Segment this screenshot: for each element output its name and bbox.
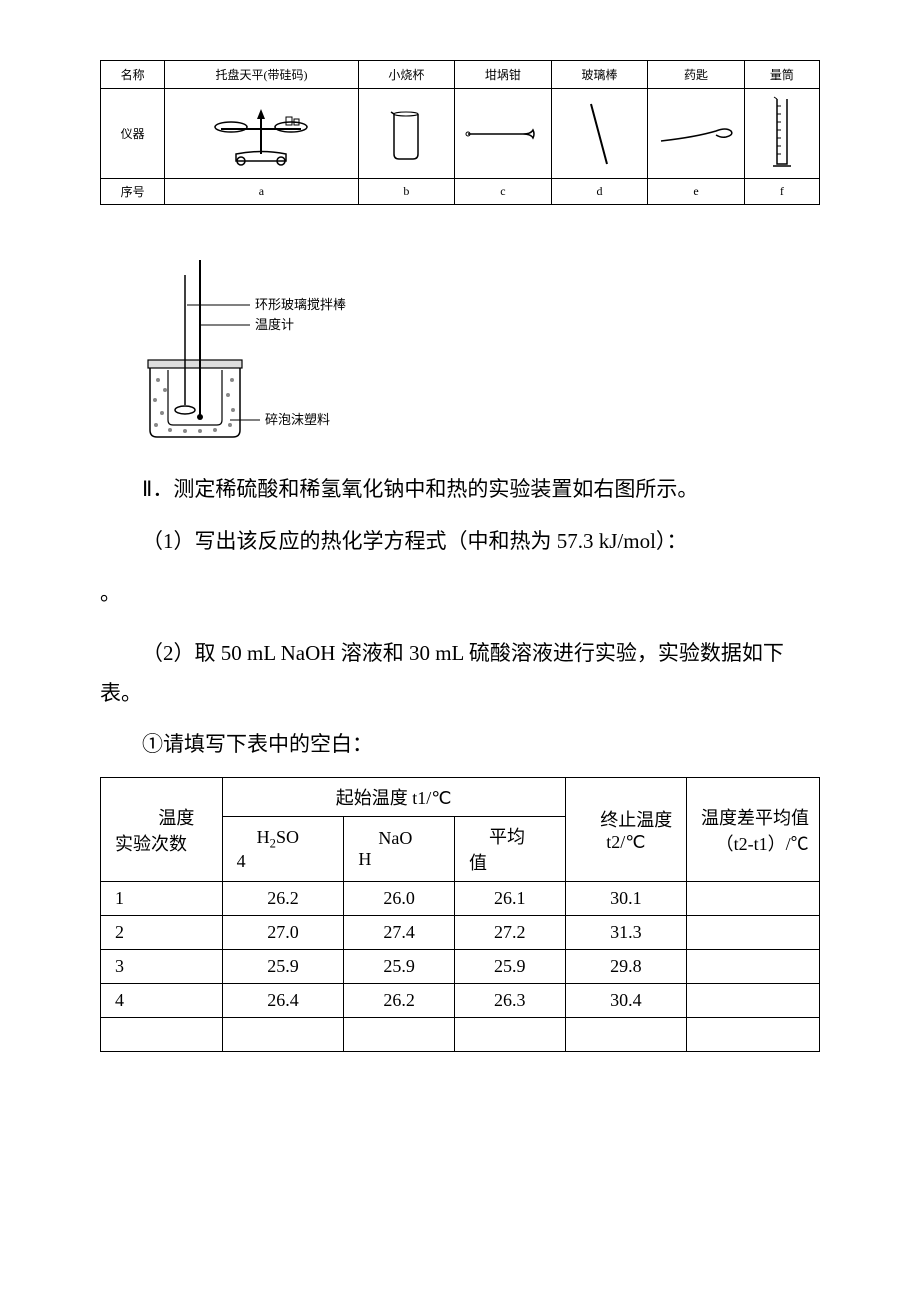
instrument-name: 托盘天平(带硅码) xyxy=(165,61,358,89)
cell: 27.4 xyxy=(344,916,455,950)
cell: 4 xyxy=(101,984,223,1018)
label-stirrer: 环形玻璃搅拌棒 xyxy=(255,297,346,312)
cell: 31.3 xyxy=(565,916,687,950)
cell: 30.1 xyxy=(565,882,687,916)
instrument-seq: d xyxy=(551,179,648,205)
cell: 26.0 xyxy=(344,882,455,916)
sub-question1: ①请填写下表中的空白： xyxy=(100,725,820,765)
cell: 2 xyxy=(101,916,223,950)
cell xyxy=(101,1018,223,1052)
header-avg: 平均值 xyxy=(454,817,565,882)
cell: 26.4 xyxy=(222,984,344,1018)
cell xyxy=(687,950,820,984)
cell xyxy=(687,882,820,916)
header-start-temp: 起始温度 t1/℃ xyxy=(222,778,565,817)
header-diff: 温度差平均值 （t2-t1）/℃ xyxy=(687,778,820,882)
cell: 25.9 xyxy=(344,950,455,984)
answer-period: 。 xyxy=(100,574,820,614)
cell: 3 xyxy=(101,950,223,984)
balance-icon xyxy=(165,89,358,179)
cell: 1 xyxy=(101,882,223,916)
question2-text: （2）取 50 mL NaOH 溶液和 30 mL 硫酸溶液进行实验，实验数据如… xyxy=(100,634,820,714)
cell: 25.9 xyxy=(454,950,565,984)
header-end-temp: 终止温度 t2/℃ xyxy=(565,778,687,882)
instrument-name: 药匙 xyxy=(648,61,745,89)
header-naoh: NaOH xyxy=(344,817,455,882)
table-row: 325.925.925.929.8 xyxy=(101,950,820,984)
instrument-seq: e xyxy=(648,179,745,205)
cell: 26.1 xyxy=(454,882,565,916)
row-label-image: 仪器 xyxy=(101,89,165,179)
cylinder-icon xyxy=(744,89,819,179)
cell xyxy=(687,1018,820,1052)
instrument-seq: c xyxy=(455,179,552,205)
glass-rod-icon xyxy=(551,89,648,179)
table-row xyxy=(101,1018,820,1052)
cell xyxy=(687,984,820,1018)
cell: 26.3 xyxy=(454,984,565,1018)
instrument-seq: f xyxy=(744,179,819,205)
label-foam: 碎泡沫塑料 xyxy=(265,412,330,427)
instrument-seq: a xyxy=(165,179,358,205)
cell xyxy=(344,1018,455,1052)
instrument-name: 量筒 xyxy=(744,61,819,89)
experiment-data-table: 温度 实验次数 起始温度 t1/℃ 终止温度 t2/℃ 温度差平均值 （t2-t… xyxy=(100,777,820,1052)
section2-text: Ⅱ．测定稀硫酸和稀氢氧化钠中和热的实验装置如右图所示。 xyxy=(100,470,820,510)
cell: 30.4 xyxy=(565,984,687,1018)
cell: 26.2 xyxy=(344,984,455,1018)
table-row: 426.426.226.330.4 xyxy=(101,984,820,1018)
cell xyxy=(687,916,820,950)
table-row: 126.226.026.130.1 xyxy=(101,882,820,916)
header-h2so4: H2SO4 xyxy=(222,817,344,882)
cell: 26.2 xyxy=(222,882,344,916)
cell: 29.8 xyxy=(565,950,687,984)
cell: 27.0 xyxy=(222,916,344,950)
cell xyxy=(565,1018,687,1052)
beaker-icon xyxy=(358,89,455,179)
instrument-table: 名称 托盘天平(带硅码) 小烧杯 坩埚钳 玻璃棒 药匙 量筒 仪器 xyxy=(100,60,820,205)
table-row: 227.027.427.231.3 xyxy=(101,916,820,950)
label-thermometer: 温度计 xyxy=(255,317,294,332)
row-label-name: 名称 xyxy=(101,61,165,89)
spoon-icon xyxy=(648,89,745,179)
apparatus-diagram: 环形玻璃搅拌棒 温度计 碎泡沫塑料 xyxy=(130,245,820,450)
cell: 25.9 xyxy=(222,950,344,984)
question1-text: （1）写出该反应的热化学方程式（中和热为 57.3 kJ/mol）： xyxy=(100,522,820,562)
cell xyxy=(454,1018,565,1052)
cell xyxy=(222,1018,344,1052)
cell: 27.2 xyxy=(454,916,565,950)
instrument-name: 小烧杯 xyxy=(358,61,455,89)
row-label-seq: 序号 xyxy=(101,179,165,205)
tongs-icon xyxy=(455,89,552,179)
instrument-seq: b xyxy=(358,179,455,205)
instrument-name: 玻璃棒 xyxy=(551,61,648,89)
header-exp: 温度 实验次数 xyxy=(101,778,223,882)
instrument-name: 坩埚钳 xyxy=(455,61,552,89)
